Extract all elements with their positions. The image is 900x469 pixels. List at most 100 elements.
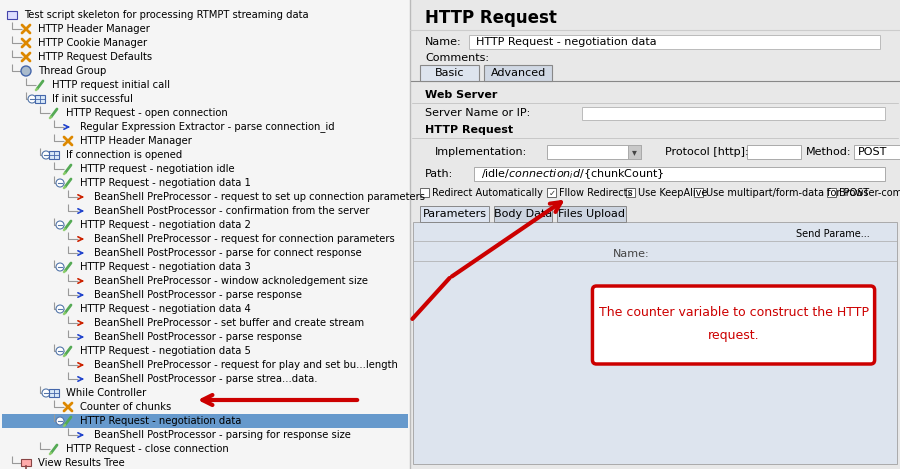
Bar	[474, 167, 886, 181]
Text: ✓: ✓	[626, 189, 634, 197]
Text: Web Server: Web Server	[425, 90, 498, 100]
Text: HTTP Request Defaults: HTTP Request Defaults	[38, 52, 152, 62]
Circle shape	[56, 179, 64, 187]
Text: Files Upload: Files Upload	[558, 209, 626, 219]
Text: BeanShell PostProcessor - parse strea...data.: BeanShell PostProcessor - parse strea...…	[94, 374, 318, 384]
Bar	[35, 95, 45, 103]
Circle shape	[56, 305, 64, 313]
Text: Protocol [http]:: Protocol [http]:	[665, 147, 749, 157]
Bar	[747, 145, 801, 159]
Text: HTTP Header Manager: HTTP Header Manager	[38, 24, 150, 34]
Text: BeanShell PostProcessor - parsing for response size: BeanShell PostProcessor - parsing for re…	[94, 430, 351, 440]
Bar	[484, 65, 553, 81]
Bar	[695, 188, 704, 197]
Bar	[547, 145, 641, 159]
Text: HTTP Request - negotiation data 1: HTTP Request - negotiation data 1	[80, 178, 251, 188]
FancyBboxPatch shape	[592, 286, 875, 364]
Text: ▾: ▾	[632, 147, 636, 157]
Text: View Results Tree: View Results Tree	[38, 458, 125, 468]
Text: HTTP Request - negotiation data 4: HTTP Request - negotiation data 4	[80, 304, 251, 314]
Text: HTTP Request - negotiation data: HTTP Request - negotiation data	[476, 37, 657, 47]
Text: HTTP Request: HTTP Request	[425, 9, 557, 27]
Text: ✓: ✓	[548, 189, 555, 197]
Text: Counter of chunks: Counter of chunks	[80, 402, 171, 412]
Text: HTTP request - negotiation idle: HTTP request - negotiation idle	[80, 164, 235, 174]
Text: BeanShell PreProcessor - set buffer and create stream: BeanShell PreProcessor - set buffer and …	[94, 318, 364, 328]
Text: Name:: Name:	[425, 37, 462, 47]
Text: Regular Expression Extractor - parse connection_id: Regular Expression Extractor - parse con…	[80, 121, 335, 132]
Bar	[413, 222, 897, 464]
Text: Advanced: Advanced	[491, 68, 545, 78]
Text: Implementation:: Implementation:	[435, 147, 527, 157]
Text: HTTP request initial call: HTTP request initial call	[52, 80, 170, 90]
Bar	[627, 145, 641, 159]
Text: HTTP Request - negotiation data 5: HTTP Request - negotiation data 5	[80, 346, 251, 356]
Text: BeanShell PreProcessor - request for play and set bu...length: BeanShell PreProcessor - request for pla…	[94, 360, 398, 370]
Bar	[21, 459, 31, 466]
Text: Thread Group: Thread Group	[38, 66, 106, 76]
Bar	[826, 188, 835, 197]
Text: Name:: Name:	[612, 249, 649, 259]
Circle shape	[42, 151, 50, 159]
Text: Browser-compati...: Browser-compati...	[839, 188, 900, 198]
Bar	[854, 145, 900, 159]
Text: BeanShell PostProcessor - confirmation from the server: BeanShell PostProcessor - confirmation f…	[94, 206, 370, 216]
Circle shape	[56, 347, 64, 355]
Bar	[626, 188, 634, 197]
Text: HTTP Cookie Manager: HTTP Cookie Manager	[38, 38, 147, 48]
Text: Test script skeleton for processing RTMPT streaming data: Test script skeleton for processing RTMP…	[24, 10, 309, 20]
Bar	[420, 65, 479, 81]
Bar	[49, 389, 59, 397]
Text: HTTP Request - negotiation data: HTTP Request - negotiation data	[80, 416, 241, 426]
Bar	[410, 0, 900, 469]
Text: Server Name or IP:: Server Name or IP:	[425, 108, 530, 118]
Text: HTTP Request: HTTP Request	[425, 125, 513, 135]
Text: BeanShell PostProcessor - parse response: BeanShell PostProcessor - parse response	[94, 332, 302, 342]
Text: BeanShell PostProcessor - parse response: BeanShell PostProcessor - parse response	[94, 290, 302, 300]
Text: Comments:: Comments:	[425, 53, 489, 63]
Text: HTTP Request - close connection: HTTP Request - close connection	[66, 444, 229, 454]
Text: /idle/${connection_id}/${chunkCount}: /idle/${connection_id}/${chunkCount}	[482, 167, 665, 181]
Text: BeanShell PreProcessor - request to set up connection parameters: BeanShell PreProcessor - request to set …	[94, 192, 425, 202]
Text: BeanShell PostProcessor - parse for connect response: BeanShell PostProcessor - parse for conn…	[94, 248, 362, 258]
Bar	[2, 414, 409, 428]
Bar	[420, 206, 489, 222]
Bar	[557, 206, 626, 222]
Text: Use KeepAlive: Use KeepAlive	[638, 188, 707, 198]
Text: Path:: Path:	[425, 169, 454, 179]
Text: Use multipart/form-data for POST: Use multipart/form-data for POST	[706, 188, 869, 198]
Text: HTTP Header Manager: HTTP Header Manager	[80, 136, 192, 146]
Text: BeanShell PreProcessor - request for connection parameters: BeanShell PreProcessor - request for con…	[94, 234, 395, 244]
Text: POST: POST	[858, 147, 887, 157]
Text: F⁠⁠llow Redirects: F⁠⁠llow Redirects	[560, 188, 633, 198]
Text: Body Data: Body Data	[494, 209, 552, 219]
Text: HTTP Request - negotiation data 3: HTTP Request - negotiation data 3	[80, 262, 251, 272]
Text: If connection is opened: If connection is opened	[66, 150, 182, 160]
Circle shape	[42, 389, 50, 397]
Text: The counter variable to construct the HTTP: The counter variable to construct the HT…	[598, 305, 868, 318]
Bar	[7, 11, 17, 19]
Text: HTTP Request - open connection: HTTP Request - open connection	[66, 108, 228, 118]
Text: Parameters: Parameters	[422, 209, 487, 219]
Bar	[493, 206, 553, 222]
Bar	[49, 151, 59, 159]
Bar	[469, 35, 880, 49]
Text: Method:: Method:	[806, 147, 851, 157]
Circle shape	[56, 417, 64, 425]
Bar	[0, 0, 410, 469]
Bar	[420, 188, 429, 197]
Text: Redirect Automatically: Redirect Automatically	[432, 188, 543, 198]
Circle shape	[28, 95, 36, 103]
Circle shape	[21, 66, 31, 76]
Circle shape	[56, 263, 64, 271]
Text: request.: request.	[707, 330, 760, 342]
Bar	[581, 107, 886, 120]
Text: Basic: Basic	[435, 68, 464, 78]
Text: HTTP Request - negotiation data 2: HTTP Request - negotiation data 2	[80, 220, 251, 230]
Text: While Controller: While Controller	[66, 388, 146, 398]
Text: BeanShell PreProcessor - window acknoledgement size: BeanShell PreProcessor - window acknoled…	[94, 276, 368, 286]
Text: Send Parame...: Send Parame...	[796, 229, 870, 239]
Bar	[547, 188, 556, 197]
Text: If init successful: If init successful	[52, 94, 133, 104]
Circle shape	[56, 221, 64, 229]
